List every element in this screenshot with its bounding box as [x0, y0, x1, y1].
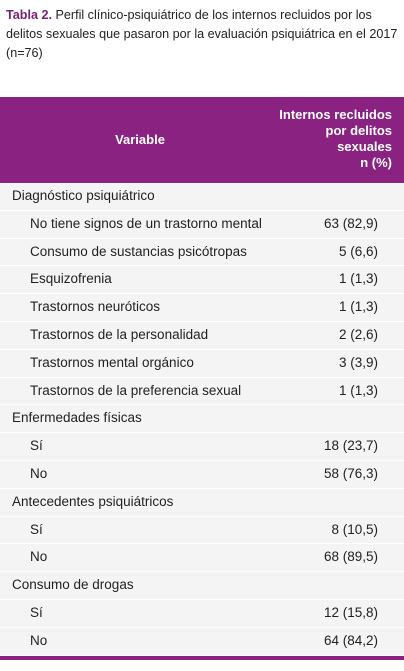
data-row: Trastornos neuróticos 1 (1,3) — [0, 294, 404, 322]
row-value: 18 (23,7) — [323, 438, 378, 454]
data-row: Sí 12 (15,8) — [0, 599, 404, 628]
row-value: 1 (1,3) — [338, 299, 378, 315]
header-value-line: Internos recluidos — [279, 107, 392, 122]
section-row: Consumo de drogas — [0, 572, 404, 600]
row-label: Sí — [30, 521, 43, 537]
data-row: Trastornos de la personalidad 2 (2,6) — [0, 321, 404, 350]
data-row: Sí 8 (10,5) — [0, 516, 404, 545]
row-value: 58 (76,3) — [323, 465, 378, 481]
data-row: Trastornos de la preferencia sexual 1 (1,… — [0, 377, 404, 406]
row-label: Trastornos de la preferencia sexual — [30, 382, 242, 398]
section-title: Antecedentes psiquiátricos — [12, 493, 174, 509]
header-value-line: n (%) — [360, 155, 392, 170]
section-row: Enfermedades físicas — [0, 405, 404, 434]
row-label: Trastornos de la personalidad — [30, 326, 209, 342]
header-value-line: por delitos — [325, 123, 392, 138]
table-body: Diagnóstico psiquiátrico No tiene signos … — [0, 183, 404, 656]
data-row: No 68 (89,5) — [0, 544, 404, 573]
data-row: Consumo de sustancias psicótropas 5 (6,6) — [0, 238, 404, 267]
data-row: Esquizofrenia 1 (1,3) — [0, 266, 404, 295]
row-value: 8 (10,5) — [331, 521, 378, 537]
row-label: Consumo de sustancias psicótropas — [30, 243, 247, 259]
data-row: Sí 18 (23,7) — [0, 433, 404, 461]
data-row: Trastornos mental orgánico 3 (3,9) — [0, 349, 404, 378]
caption: Tabla 2. Perfil clínico-psiquiátrico de … — [6, 6, 398, 63]
caption-text: Perfil clínico-psiquiátrico de los inter… — [6, 8, 398, 60]
header-variable: Variable — [115, 132, 165, 147]
table-header: Variable Internos recluidos por delitos se… — [0, 97, 404, 183]
data-row: No 58 (76,3) — [0, 460, 404, 489]
row-label: Sí — [30, 438, 43, 454]
row-label: No — [30, 465, 48, 481]
table: Variable Internos recluidos por delitos se… — [0, 97, 404, 660]
row-label: Trastornos mental orgánico — [30, 354, 194, 370]
row-label: No tiene signos de un trastorno mental — [30, 215, 262, 231]
section-row: Antecedentes psiquiátricos — [0, 488, 404, 517]
section-title: Diagnóstico psiquiátrico — [12, 188, 155, 203]
data-row: No tiene signos de un trastorno mental 63… — [0, 210, 404, 239]
row-label: Sí — [30, 604, 43, 620]
caption-label: Tabla 2. — [6, 8, 52, 22]
row-value: 1 (1,3) — [338, 382, 378, 398]
table-bottom-rule — [0, 655, 404, 660]
row-value: 63 (82,9) — [323, 215, 378, 231]
header-value-line: sexuales — [337, 139, 392, 154]
row-value: 1 (1,3) — [338, 271, 378, 287]
row-label: No — [30, 549, 48, 565]
row-value: 68 (89,5) — [323, 549, 378, 565]
row-label: No — [30, 632, 48, 648]
data-row: No 64 (84,2) — [0, 627, 404, 656]
row-label: Trastornos neuróticos — [30, 299, 161, 315]
header-value: Internos recluidos por delitos sexuales n (… — [279, 107, 392, 171]
row-value: 64 (84,2) — [323, 632, 378, 648]
row-label: Esquizofrenia — [30, 271, 112, 287]
row-value: 5 (6,6) — [338, 243, 378, 259]
section-title: Consumo de drogas — [12, 577, 134, 593]
section-row: Diagnóstico psiquiátrico — [0, 183, 404, 211]
section-title: Enfermedades físicas — [12, 410, 142, 426]
row-value: 12 (15,8) — [323, 604, 378, 620]
row-value: 2 (2,6) — [338, 326, 378, 342]
row-value: 3 (3,9) — [338, 354, 378, 370]
